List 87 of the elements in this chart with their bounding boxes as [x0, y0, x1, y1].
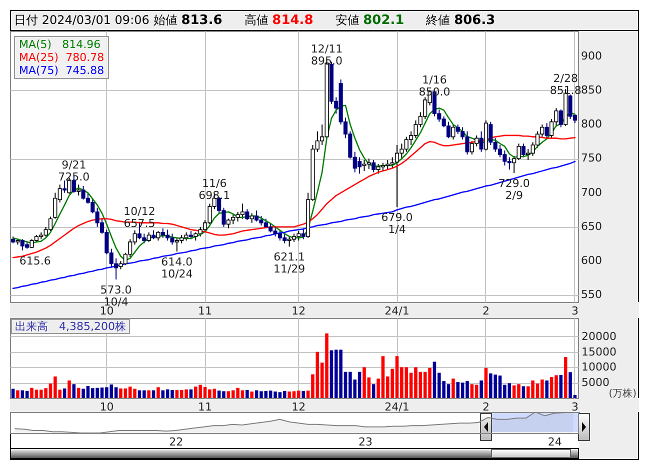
bar: [456, 382, 460, 398]
annotation: 11/6 698.1: [198, 177, 230, 202]
candlestick: [446, 121, 451, 139]
bar: [372, 384, 376, 398]
y-tick-label: 20000: [582, 330, 616, 343]
text: MA(75) 745.88: [19, 64, 104, 77]
bar: [282, 390, 286, 398]
candlestick: [76, 184, 81, 196]
bar: [522, 386, 526, 398]
y-tick-label: 600: [581, 254, 602, 268]
bar: [559, 374, 563, 398]
x-tick-label: 2: [482, 304, 490, 318]
bar: [25, 390, 29, 398]
y-tick-label: 800: [581, 118, 602, 131]
text: 日付 2024/03/01 09:06: [14, 13, 150, 27]
bar: [62, 388, 66, 398]
x-tick-label: 22: [169, 436, 184, 448]
text: MA(25) 780.78: [19, 51, 104, 64]
candlestick: [62, 180, 67, 194]
annotation: 1/16 850.0: [418, 73, 450, 98]
y-tick-label: 15000: [582, 345, 616, 358]
candlestick: [558, 109, 563, 128]
text: MA(5) 814.96: [19, 38, 102, 51]
candlestick: [240, 203, 245, 220]
x-tick-label: 2: [482, 400, 490, 414]
bar: [452, 378, 455, 398]
bar: [147, 390, 150, 398]
y-axis-title: (万株): [608, 388, 637, 400]
x-tick-label: 3: [571, 304, 578, 318]
x-tick-label: 24/1: [384, 400, 410, 414]
candlestick: [146, 232, 151, 242]
y-tick-label: 900: [581, 49, 602, 62]
candlestick: [451, 124, 456, 140]
x-tick-label: 10: [100, 400, 114, 414]
x-tick-label: 23: [358, 436, 372, 448]
text: 安値 802.1: [335, 13, 404, 28]
y-tick-label: 5000: [582, 376, 610, 390]
bar: [161, 390, 165, 398]
x-tick-label: 10: [100, 304, 114, 318]
text: 始値 813.6: [153, 13, 222, 28]
bar: [545, 380, 548, 398]
bar: [250, 392, 254, 398]
candlestick: [301, 228, 306, 240]
candlestick: [245, 208, 250, 221]
bar: [484, 368, 488, 398]
candlestick: [156, 230, 160, 242]
x-tick-label: 12: [292, 304, 306, 318]
bar: [68, 380, 71, 398]
y-tick-label: 850: [581, 83, 602, 96]
bar: [76, 388, 80, 398]
bar: [302, 390, 306, 398]
x-tick-label: 12: [292, 400, 306, 414]
annotation: 出来高 4,385,200株: [11, 319, 130, 334]
y-tick-label: 650: [581, 220, 602, 233]
candlestick: [48, 216, 53, 232]
bar: [189, 389, 193, 398]
annotation: 12/11 895.0: [310, 42, 343, 68]
candlestick: [479, 130, 484, 152]
candlestick: [521, 143, 526, 158]
bar: [474, 384, 478, 398]
y-tick-label: 700: [581, 186, 602, 199]
text: 終値 806.3: [426, 13, 496, 28]
x-tick-label: 24: [548, 436, 562, 448]
bar: [564, 357, 568, 398]
annotation: 2/28 851.8: [550, 72, 582, 98]
bar: [480, 380, 483, 398]
annotation: 621.1 11/29: [273, 250, 306, 276]
annotation: 679.0 1/4: [381, 211, 413, 236]
bar: [246, 390, 249, 398]
y-tick-label: 750: [581, 152, 602, 165]
bar: [16, 390, 20, 398]
y-tick-label: 550: [581, 288, 602, 302]
bar: [72, 384, 76, 398]
candlestick: [544, 122, 549, 139]
y-tick-label: 10000: [582, 360, 616, 374]
x-tick-label: 24/1: [384, 304, 410, 318]
candlestick: [394, 144, 400, 208]
x-tick-label: 11: [198, 400, 212, 414]
annotation: 729.0 2/9: [498, 176, 530, 202]
x-tick-label: 11: [198, 304, 212, 318]
x-tick-label: 3: [571, 400, 578, 414]
annotation: 614.0 10/24: [161, 255, 193, 280]
candlestick: [372, 160, 376, 173]
bar: [156, 387, 160, 398]
text: 高値 814.8: [244, 13, 314, 28]
candlestick: [250, 212, 254, 224]
annotation: 615.6: [19, 254, 51, 268]
